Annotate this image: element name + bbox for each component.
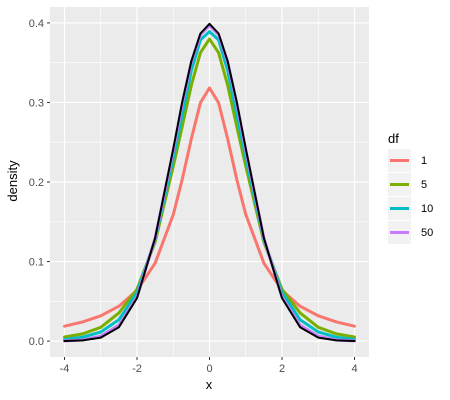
series-line-1 xyxy=(63,86,356,328)
x-tick-label: 4 xyxy=(351,363,357,375)
series-line-5 xyxy=(63,37,356,339)
series-lines xyxy=(63,22,356,343)
series-line-reference xyxy=(63,22,356,342)
legend-title: df xyxy=(388,131,399,146)
y-tick-label: 0.0 xyxy=(29,336,44,348)
x-tick-label: -4 xyxy=(60,363,70,375)
legend-label: 50 xyxy=(421,227,433,239)
legend-label: 5 xyxy=(421,179,427,191)
y-tick-label: 0.4 xyxy=(29,18,44,30)
x-tick-label: -2 xyxy=(132,363,142,375)
x-axis-title: x xyxy=(206,377,213,392)
legend: df 1 5 10 50 xyxy=(388,131,433,244)
x-tick-label: 0 xyxy=(206,363,212,375)
y-tick-label: 0.1 xyxy=(29,257,44,269)
x-tick-label: 2 xyxy=(279,363,285,375)
series-line-10 xyxy=(63,30,356,341)
legend-label: 10 xyxy=(421,203,433,215)
y-tick-label: 0.3 xyxy=(29,97,44,109)
axis-ticks: -4 -2 0 2 4 0.0 0.1 0.2 0.3 0.4 xyxy=(29,18,358,375)
y-axis-title: density xyxy=(5,160,20,202)
y-tick-label: 0.2 xyxy=(29,177,44,189)
legend-label: 1 xyxy=(421,155,427,167)
